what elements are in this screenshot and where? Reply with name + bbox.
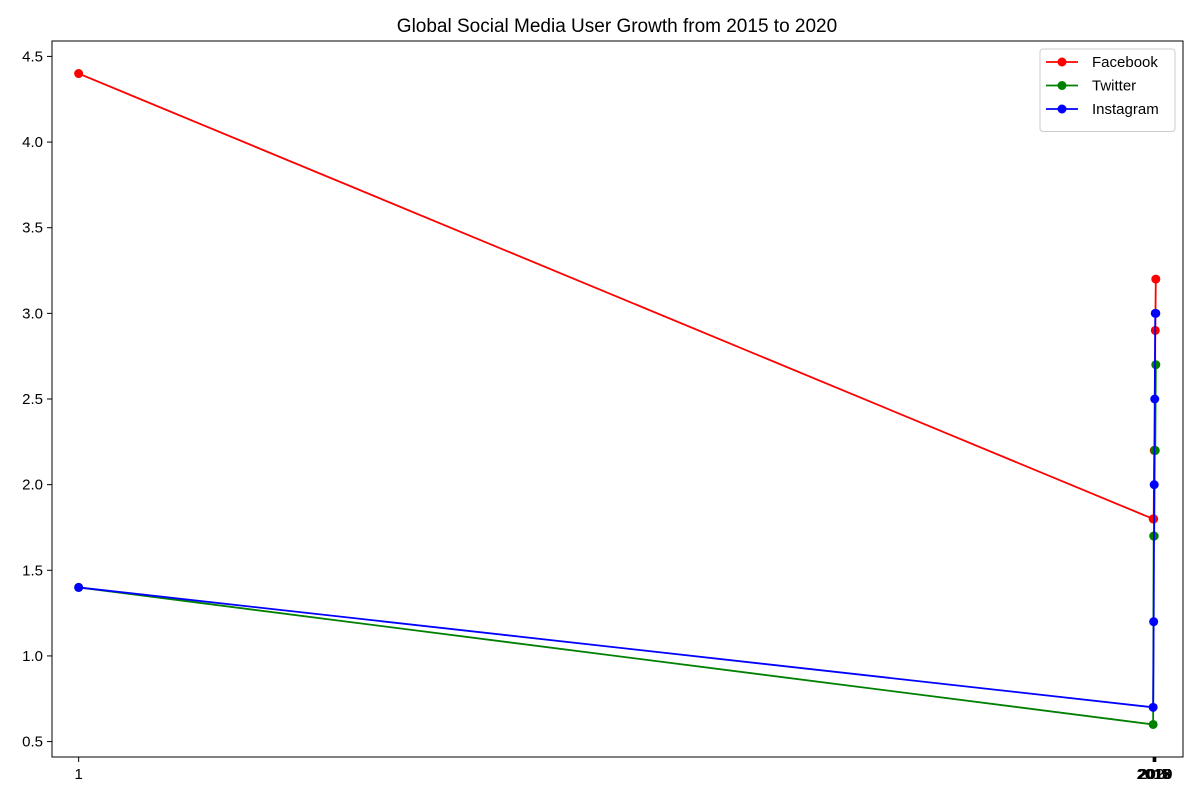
x-tick-label: 2019	[1139, 766, 1172, 783]
legend-item: Facebook	[1046, 54, 1158, 71]
data-point	[1151, 274, 1161, 284]
y-tick-label: 3.0	[22, 305, 43, 322]
x-tick-label: 2018	[1138, 766, 1171, 783]
series-facebook	[74, 69, 1161, 524]
y-tick-label: 1.0	[22, 648, 43, 665]
legend-item: Instagram	[1046, 101, 1159, 118]
y-tick-label: 4.5	[22, 48, 43, 65]
data-point	[1149, 617, 1159, 627]
series-line	[78, 364, 1157, 726]
series-layer	[74, 69, 1161, 729]
x-tick-label: 2015	[1136, 766, 1169, 783]
plot-area	[51, 40, 1184, 758]
legend: Facebook Twitter Instagram	[1039, 48, 1176, 132]
y-tick-label: 2.5	[22, 391, 43, 408]
series-instagram	[74, 308, 1161, 712]
legend-marker	[1057, 104, 1067, 114]
y-tick-label: 3.5	[22, 220, 43, 237]
chart-title: Global Social Media User Growth from 201…	[397, 16, 837, 37]
data-point	[1148, 719, 1158, 729]
legend-box	[1039, 48, 1176, 132]
legend-marker	[1057, 81, 1067, 90]
data-point	[1148, 702, 1158, 712]
legend-label: Twitter	[1092, 78, 1136, 95]
y-axis: 0.5 1.0 1.5 2.0 2.5 3.0 3.5 4.0 4.5	[22, 48, 52, 751]
y-tick-label: 1.5	[22, 562, 43, 579]
data-point	[1150, 394, 1160, 404]
series-line	[78, 312, 1157, 709]
x-tick-label: 2020	[1139, 766, 1172, 783]
x-tick-label: 2016	[1137, 766, 1170, 783]
legend-item: Twitter	[1046, 78, 1136, 95]
data-point	[74, 582, 84, 592]
x-tick-label: 1	[74, 766, 82, 783]
series-twitter	[74, 360, 1161, 729]
data-point	[74, 69, 84, 79]
legend-label: Facebook	[1092, 54, 1158, 71]
series-line	[78, 72, 1157, 520]
legend-marker	[1057, 57, 1067, 67]
legend-label: Instagram	[1092, 101, 1159, 118]
data-point	[1149, 480, 1159, 490]
y-tick-label: 0.5	[22, 734, 43, 751]
x-tick-label: 2017	[1138, 766, 1171, 783]
y-tick-label: 4.0	[22, 134, 43, 151]
data-point	[1151, 308, 1161, 318]
y-tick-label: 2.0	[22, 477, 43, 494]
